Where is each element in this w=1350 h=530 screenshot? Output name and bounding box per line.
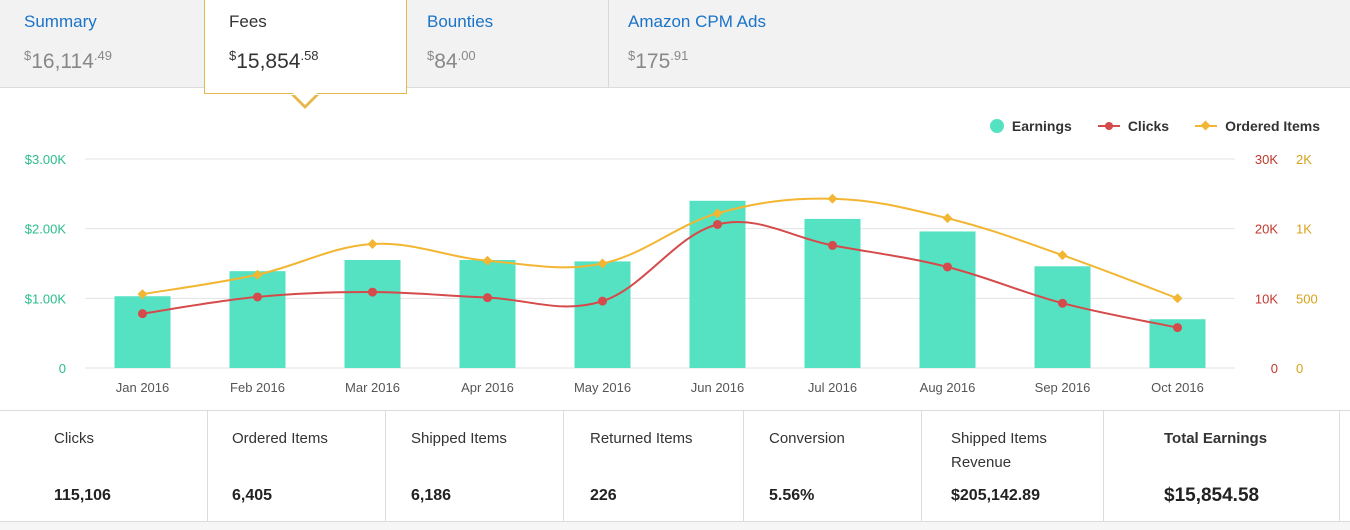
tab-summary[interactable]: Summary $16,114.49 [0,0,205,88]
x-axis-tick-label: Feb 2016 [230,380,285,395]
left-axis-tick-label: $1.00K [25,291,67,306]
stat-returned-items: Returned Items 226 [564,411,744,523]
tab-amazon-cpm-ads[interactable]: Amazon CPM Ads $175.91 [609,0,869,88]
stat-shipped-items-revenue-label: Shipped Items Revenue [951,430,1047,471]
stat-clicks-value: 115,106 [54,487,111,504]
legend-ordered-items[interactable]: Ordered Items [1195,118,1320,134]
tab-amazon-cpm-ads-amount: $175.91 [628,48,689,73]
earnings-tabs: Summary $16,114.49 Fees $15,854.58 Bount… [0,0,1350,94]
clicks-axis-tick-label: 20K [1255,222,1278,237]
earnings-swatch-icon [989,119,1004,133]
ordered-items-axis-tick-label: 1K [1296,222,1312,237]
ordered-items-point [482,255,493,266]
stat-total-earnings: Total Earnings $15,854.58 [1104,411,1340,523]
earnings-bar [574,261,631,368]
stat-shipped-items-revenue-value: $205,142.89 [951,487,1040,504]
stat-conversion-value: 5.56% [769,487,815,504]
clicks-point [483,293,492,303]
earnings-bar [1034,266,1091,368]
left-axis-tick-label: 0 [59,361,66,376]
clicks-axis-tick-label: 30K [1255,152,1278,167]
ordered-items-point [367,239,378,249]
stats-bar: Clicks 115,106 Ordered Items 6,405 Shipp… [0,410,1350,530]
clicks-line [142,221,1178,329]
ordered-items-axis-tick-label: 2K [1296,152,1312,167]
legend-ordered-items-label: Ordered Items [1225,118,1320,134]
legend-clicks-label: Clicks [1127,118,1170,134]
ordered-items-axis-tick-label: 0 [1296,361,1303,376]
legend-earnings-label: Earnings [1011,118,1072,134]
x-axis-tick-label: Jun 2016 [691,380,745,395]
stat-clicks: Clicks 115,106 [0,411,208,523]
stat-returned-items-value: 226 [590,487,617,504]
clicks-point [138,309,147,319]
x-axis-tick-label: Jan 2016 [116,380,170,395]
clicks-point [943,262,952,272]
x-axis-tick-label: Sep 2016 [1035,380,1091,395]
earnings-chart: 0 $1.00K $2.00K $3.00K 0 10K 20K 30K 0 500 1K 2K Jan… [25,152,1318,395]
ordered-items-point [827,193,838,204]
clicks-point [368,287,377,297]
stat-conversion-label: Conversion [769,430,845,447]
tab-bounties-label: Bounties [427,12,494,31]
clicks-axis-tick-label: 10K [1255,291,1278,306]
clicks-point [1173,323,1182,333]
earnings-bar [229,271,286,368]
stat-shipped-items-value: 6,186 [411,487,452,504]
clicks-point [253,292,262,302]
x-axis-tick-label: Jul 2016 [808,380,857,395]
stat-shipped-items: Shipped Items 6,186 [386,411,564,523]
ordered-items-line [142,197,1178,300]
legend-clicks[interactable]: Clicks [1097,118,1170,134]
stat-returned-items-label: Returned Items [590,430,693,447]
ordered-items-point [137,289,148,300]
clicks-swatch-icon [1097,122,1120,130]
stat-shipped-items-revenue: Shipped Items Revenue $205,142.89 [922,411,1104,523]
stat-total-earnings-value: $15,854.58 [1164,485,1260,506]
stat-total-earnings-label: Total Earnings [1164,430,1268,447]
tab-summary-label: Summary [24,12,97,31]
tab-fees-label: Fees [229,12,267,31]
clicks-point [713,219,722,229]
clicks-point [1058,298,1067,308]
x-axis-tick-label: Mar 2016 [345,380,400,395]
ordered-items-point [712,208,723,219]
ordered-items-swatch-icon [1195,120,1218,131]
ordered-items-axis-tick-label: 500 [1296,291,1318,306]
stat-conversion: Conversion 5.56% [744,411,922,523]
ordered-items-point [1057,250,1068,261]
chart-legend: Earnings Clicks Ordered Items [989,118,1320,134]
tab-amazon-cpm-ads-label: Amazon CPM Ads [628,12,766,31]
tab-summary-amount: $16,114.49 [24,48,112,73]
tab-bounties-amount: $84.00 [427,48,476,73]
stat-shipped-items-label: Shipped Items [411,430,507,447]
left-axis-tick-label: $3.00K [25,152,67,167]
x-axis-tick-label: Aug 2016 [920,380,976,395]
ordered-items-point [597,258,608,269]
tab-bounties[interactable]: Bounties $84.00 [407,0,609,88]
stat-ordered-items-label: Ordered Items [232,430,328,447]
earnings-bar [919,231,976,368]
earnings-bar [459,260,516,368]
ordered-items-point [1172,293,1183,304]
x-axis-tick-label: May 2016 [574,380,631,395]
ordered-items-point [942,213,953,224]
tab-fees-amount: $15,854.58 [229,48,319,73]
x-axis-tick-label: Oct 2016 [1151,380,1204,395]
legend-earnings[interactable]: Earnings [989,118,1072,134]
stat-clicks-label: Clicks [54,430,94,447]
stat-ordered-items: Ordered Items 6,405 [208,411,386,523]
left-axis-tick-label: $2.00K [25,222,67,237]
tab-fees[interactable]: Fees $15,854.58 [204,0,407,94]
clicks-axis-tick-label: 0 [1271,361,1278,376]
clicks-point [828,240,837,250]
x-axis-tick-label: Apr 2016 [461,380,514,395]
earnings-bar [114,296,171,368]
stat-ordered-items-value: 6,405 [232,487,273,504]
clicks-point [598,296,607,306]
stats-footer-strip [0,521,1350,530]
earnings-bar [344,260,401,368]
